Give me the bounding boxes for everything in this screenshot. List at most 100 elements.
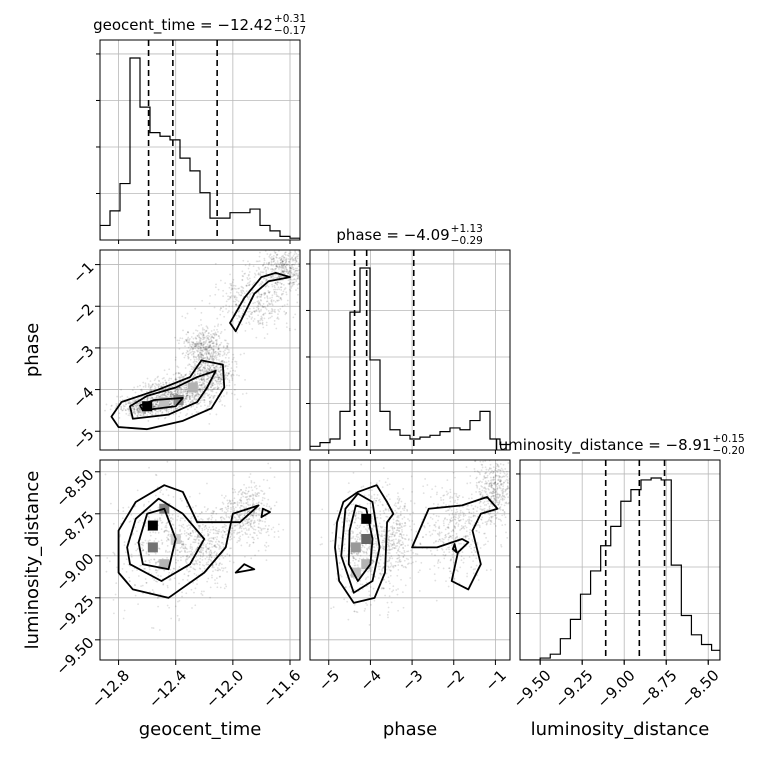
sample-point xyxy=(198,332,201,334)
sample-point xyxy=(240,513,243,516)
sample-point xyxy=(162,393,165,396)
sample-point xyxy=(257,319,259,322)
sample-point xyxy=(291,256,294,259)
sample-point xyxy=(215,563,218,566)
sample-point xyxy=(219,366,222,369)
sample-point xyxy=(360,511,363,514)
sample-point xyxy=(238,517,241,520)
sample-point xyxy=(377,499,380,502)
sample-point xyxy=(240,285,243,288)
sample-point xyxy=(168,606,171,609)
sample-point xyxy=(193,572,196,575)
sample-point xyxy=(160,514,163,516)
sample-point xyxy=(372,560,375,563)
sample-point xyxy=(176,407,179,410)
sample-point xyxy=(259,322,262,325)
sample-point xyxy=(259,296,262,299)
sample-point xyxy=(189,398,191,400)
sample-point xyxy=(213,545,215,548)
sample-point xyxy=(264,277,266,280)
sample-point xyxy=(187,524,190,527)
sample-point xyxy=(395,529,398,532)
sample-point xyxy=(207,378,209,380)
sample-point xyxy=(189,495,191,498)
sample-point xyxy=(198,367,201,369)
sample-point xyxy=(139,384,141,387)
sample-point xyxy=(211,384,214,387)
sample-point xyxy=(169,391,171,394)
sample-point xyxy=(198,343,200,346)
sample-point xyxy=(244,264,247,267)
sample-point xyxy=(376,542,378,544)
sample-point xyxy=(191,350,194,353)
sample-point xyxy=(294,274,297,277)
sample-point xyxy=(235,363,238,365)
sample-point xyxy=(133,400,136,403)
sample-point xyxy=(195,555,198,558)
sample-point xyxy=(198,524,200,527)
sample-point xyxy=(384,509,387,511)
sample-point xyxy=(228,555,231,557)
sample-point xyxy=(187,570,190,573)
sample-point xyxy=(196,583,198,586)
sample-point xyxy=(120,407,123,410)
sample-point xyxy=(194,374,196,376)
sample-point xyxy=(208,393,211,396)
sample-point xyxy=(291,273,294,276)
sample-point xyxy=(243,514,246,517)
sample-point xyxy=(199,387,202,390)
sample-point xyxy=(212,342,214,345)
sample-point xyxy=(374,542,377,545)
sample-point xyxy=(210,337,212,340)
sample-point xyxy=(167,494,170,497)
sample-point xyxy=(163,530,166,532)
sample-point xyxy=(264,250,267,252)
sample-point xyxy=(204,524,207,527)
sample-point xyxy=(211,335,213,338)
sample-point xyxy=(178,619,180,622)
sample-point xyxy=(234,300,237,303)
sample-point xyxy=(246,492,249,495)
sample-point xyxy=(188,373,191,376)
sample-point xyxy=(213,394,215,397)
sample-point xyxy=(208,365,211,367)
sample-point xyxy=(207,547,210,550)
sample-point xyxy=(170,403,172,405)
sample-point xyxy=(263,527,266,530)
sample-point xyxy=(397,561,399,564)
sample-point xyxy=(194,342,197,345)
sample-point xyxy=(300,272,302,274)
sample-point xyxy=(295,255,298,258)
sample-point xyxy=(227,505,229,508)
sample-point xyxy=(205,392,208,395)
sample-point xyxy=(202,547,204,550)
sample-point xyxy=(200,355,203,357)
sample-point xyxy=(217,345,220,348)
sample-point xyxy=(258,268,261,270)
sample-point xyxy=(164,392,167,395)
sample-point xyxy=(123,563,125,565)
sample-point xyxy=(204,351,207,354)
sample-point xyxy=(240,294,243,296)
sample-point xyxy=(385,572,388,575)
sample-point xyxy=(201,518,204,521)
sample-point xyxy=(225,585,228,588)
sample-point xyxy=(385,495,388,498)
sample-point xyxy=(169,394,172,397)
sample-point xyxy=(169,399,171,402)
sample-point xyxy=(233,536,236,539)
sample-point xyxy=(169,393,172,396)
sample-point xyxy=(216,354,219,357)
sample-point xyxy=(209,344,212,347)
sample-point xyxy=(295,260,298,263)
sample-point xyxy=(156,384,159,387)
sample-point xyxy=(210,537,213,539)
sample-point xyxy=(143,503,146,506)
sample-point xyxy=(207,532,209,535)
sample-point xyxy=(294,259,297,262)
sample-point xyxy=(197,535,199,538)
sample-point xyxy=(196,403,198,406)
sample-point xyxy=(218,528,220,531)
sample-point xyxy=(179,519,182,522)
sample-point xyxy=(276,288,279,291)
